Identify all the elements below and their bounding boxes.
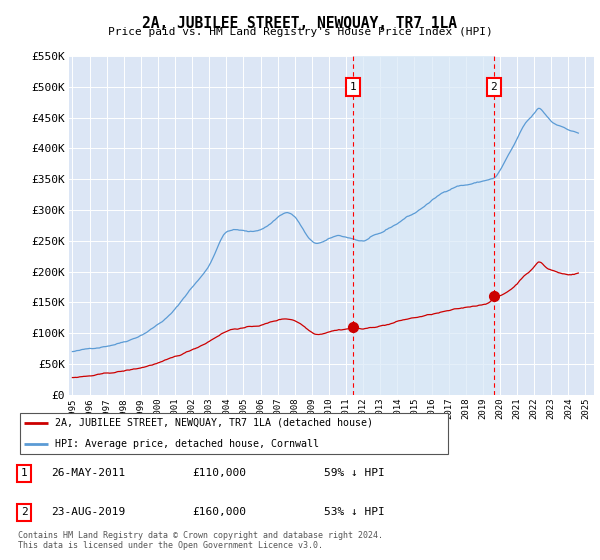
Text: 2: 2 [491, 82, 497, 92]
Text: 1: 1 [20, 468, 28, 478]
Text: 2: 2 [20, 507, 28, 517]
Text: 1: 1 [350, 82, 356, 92]
Text: 2A, JUBILEE STREET, NEWQUAY, TR7 1LA: 2A, JUBILEE STREET, NEWQUAY, TR7 1LA [143, 16, 458, 31]
Bar [353, 56, 494, 395]
FancyBboxPatch shape [20, 413, 448, 454]
Text: £110,000: £110,000 [192, 468, 246, 478]
Text: 23-AUG-2019: 23-AUG-2019 [51, 507, 125, 517]
Text: 26-MAY-2011: 26-MAY-2011 [51, 468, 125, 478]
Text: 2A, JUBILEE STREET, NEWQUAY, TR7 1LA (detached house): 2A, JUBILEE STREET, NEWQUAY, TR7 1LA (de… [55, 418, 373, 428]
Text: Contains HM Land Registry data © Crown copyright and database right 2024.
This d: Contains HM Land Registry data © Crown c… [18, 531, 383, 550]
Text: 59% ↓ HPI: 59% ↓ HPI [324, 468, 385, 478]
Text: HPI: Average price, detached house, Cornwall: HPI: Average price, detached house, Corn… [55, 439, 319, 449]
Text: £160,000: £160,000 [192, 507, 246, 517]
Text: 53% ↓ HPI: 53% ↓ HPI [324, 507, 385, 517]
Text: Price paid vs. HM Land Registry's House Price Index (HPI): Price paid vs. HM Land Registry's House … [107, 27, 493, 37]
